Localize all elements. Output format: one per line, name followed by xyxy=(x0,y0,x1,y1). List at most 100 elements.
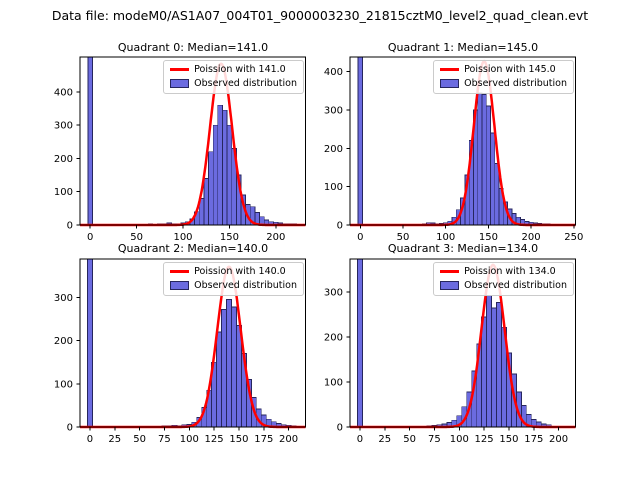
y-tick-label: 0 xyxy=(337,221,343,232)
histogram-patch-swatch xyxy=(170,79,190,88)
x-tick-label: 150 xyxy=(220,232,239,243)
legend-entry-curve: Poission with 141.0 xyxy=(170,64,297,75)
x-tick-label: 125 xyxy=(205,434,224,445)
y-tick-label: 200 xyxy=(324,333,343,344)
x-tick-label: 100 xyxy=(436,232,455,243)
y-tick-label: 300 xyxy=(54,121,73,132)
axes-frame xyxy=(349,56,576,226)
histogram-patch-swatch xyxy=(170,281,190,290)
y-tick-label: 400 xyxy=(54,87,73,98)
histogram-bar xyxy=(87,56,93,226)
y-tick-label: 0 xyxy=(67,221,73,232)
legend-quadrant0: Poission with 141.0 Observed distributio… xyxy=(163,60,304,94)
histogram-patch-swatch xyxy=(440,79,460,88)
y-tick-label: 300 xyxy=(54,293,73,304)
histogram-bar xyxy=(236,325,242,428)
subplot-title-quadrant3: Quadrant 3: Median=134.0 xyxy=(387,242,539,255)
x-tick-label: 25 xyxy=(108,434,121,445)
legend-entry-curve: Poission with 140.0 xyxy=(170,266,297,277)
histogram-bar xyxy=(490,132,496,226)
legend-entry-histogram: Observed distribution xyxy=(440,280,567,291)
legend-entry-histogram: Observed distribution xyxy=(440,78,567,89)
y-tick-label: 200 xyxy=(54,336,73,347)
y-tick-label: 100 xyxy=(54,379,73,390)
x-tick-label: 100 xyxy=(180,434,199,445)
x-tick-label: 50 xyxy=(403,434,416,445)
x-tick-label: 0 xyxy=(357,434,363,445)
legend-entry-histogram: Observed distribution xyxy=(170,280,297,291)
y-tick-label: 300 xyxy=(324,288,343,299)
histogram-bar xyxy=(481,94,487,226)
subplot-quadrant3: 0 25 50 75 100 125 150 175 200 0 100 200 300 Poissio… xyxy=(304,253,592,451)
x-tick-label: 0 xyxy=(87,434,93,445)
chart-svg-quadrant3: 0 25 50 75 100 125 150 175 200 0 100 200 300 xyxy=(324,258,576,445)
x-tick-label: 150 xyxy=(479,232,498,243)
chart-svg-quadrant1: 0 50 100 150 200 250 0 100 200 300 400 xyxy=(324,56,583,243)
x-tick-label: 75 xyxy=(428,434,441,445)
poisson-line-swatch xyxy=(440,270,460,273)
legend-label-curve: Poission with 140.0 xyxy=(194,266,286,277)
legend-label-curve: Poission with 141.0 xyxy=(194,64,286,75)
y-tick-label: 0 xyxy=(337,423,343,434)
figure-title: Data file: modeM0/AS1A07_004T01_90000032… xyxy=(51,8,589,23)
histogram-bar xyxy=(221,309,227,428)
histogram-patch-swatch xyxy=(440,281,460,290)
histogram-bar xyxy=(357,56,363,226)
x-tick-label: 200 xyxy=(522,232,541,243)
axes-frame xyxy=(79,56,306,226)
x-tick-label: 125 xyxy=(475,434,494,445)
legend-label-curve: Poission with 145.0 xyxy=(464,64,556,75)
legend-quadrant2: Poission with 140.0 Observed distributio… xyxy=(163,262,304,296)
x-tick-label: 250 xyxy=(564,232,583,243)
subplot-title-quadrant0: Quadrant 0: Median=141.0 xyxy=(117,41,269,54)
y-tick-label: 400 xyxy=(324,67,343,78)
x-tick-label: 200 xyxy=(549,434,568,445)
subplot-title-quadrant1: Quadrant 1: Median=145.0 xyxy=(387,41,539,54)
x-tick-label: 0 xyxy=(87,232,93,243)
legend-entry-curve: Poission with 134.0 xyxy=(440,266,567,277)
x-tick-label: 75 xyxy=(158,434,171,445)
x-tick-label: 200 xyxy=(279,434,298,445)
legend-entry-histogram: Observed distribution xyxy=(170,78,297,89)
histogram-bar xyxy=(477,92,483,226)
x-tick-label: 200 xyxy=(266,232,285,243)
axes-frame xyxy=(79,258,306,428)
x-tick-label: 25 xyxy=(378,434,391,445)
histogram-bar xyxy=(496,302,502,428)
poisson-line-swatch xyxy=(170,68,190,71)
legend-label-histogram: Observed distribution xyxy=(464,280,567,291)
histogram-bar xyxy=(222,109,228,226)
histogram-bar xyxy=(231,306,237,428)
x-tick-label: 50 xyxy=(133,434,146,445)
legend-label-curve: Poission with 134.0 xyxy=(464,266,556,277)
legend-quadrant1: Poission with 145.0 Observed distributio… xyxy=(433,60,574,94)
histogram-bar xyxy=(212,124,219,226)
x-tick-label: 175 xyxy=(524,434,543,445)
histogram-bar xyxy=(208,151,214,226)
subplot-quadrant2: 0 25 50 75 100 125 150 175 200 0 100 200 300 Poissio… xyxy=(34,253,322,451)
axes-frame xyxy=(349,258,576,428)
y-tick-label: 100 xyxy=(54,187,73,198)
histogram-bar xyxy=(226,299,232,428)
y-tick-label: 100 xyxy=(324,378,343,389)
histogram-bar xyxy=(486,294,492,428)
histogram-bar xyxy=(481,316,487,428)
histogram-bar xyxy=(485,105,491,226)
y-tick-label: 100 xyxy=(324,182,343,193)
poisson-line-swatch xyxy=(440,68,460,71)
chart-svg-quadrant2: 0 25 50 75 100 125 150 175 200 0 100 200 300 xyxy=(54,258,306,445)
y-tick-label: 300 xyxy=(324,105,343,116)
poisson-line-swatch xyxy=(170,270,190,273)
histogram-bar xyxy=(216,331,222,428)
histogram-bar xyxy=(217,104,223,226)
histogram-bar xyxy=(357,258,363,428)
legend-label-histogram: Observed distribution xyxy=(464,78,567,89)
x-tick-label: 100 xyxy=(173,232,192,243)
x-tick-label: 150 xyxy=(499,434,518,445)
x-tick-label: 50 xyxy=(397,232,410,243)
histogram-bar xyxy=(226,124,233,226)
chart-svg-quadrant0: 0 50 100 150 200 0 100 200 300 400 xyxy=(54,56,306,243)
x-tick-label: 0 xyxy=(357,232,363,243)
y-tick-label: 200 xyxy=(54,154,73,165)
subplot-quadrant0: 0 50 100 150 200 0 100 200 300 400 Poission with … xyxy=(34,51,322,249)
